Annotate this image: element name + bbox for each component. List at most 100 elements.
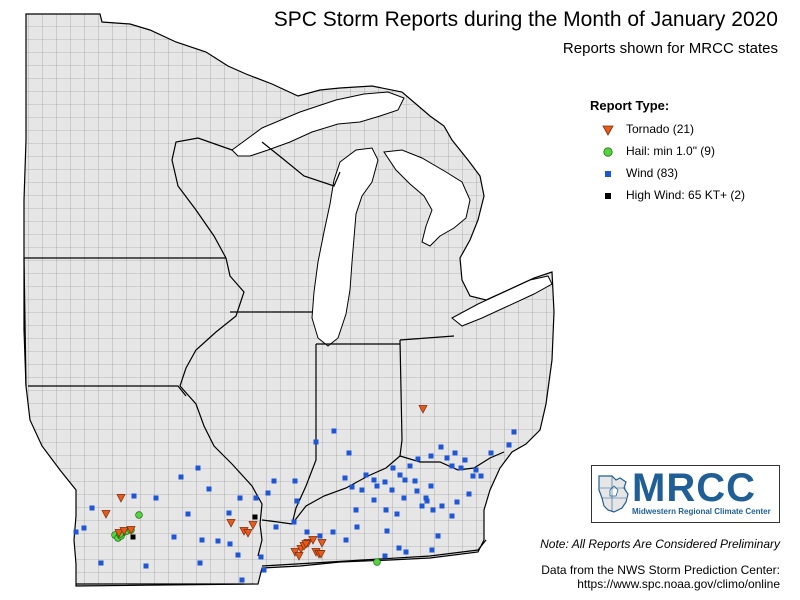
legend-item-high-wind: High Wind: 65 KT+ (2)	[602, 188, 800, 204]
border-in-ky	[291, 455, 401, 525]
wind-report-marker	[253, 495, 259, 501]
wind-report-marker	[424, 498, 430, 504]
wind-report-marker	[292, 478, 298, 484]
tornado-report-marker	[101, 510, 111, 519]
tornado-report-marker	[308, 536, 318, 545]
wind-report-marker	[291, 519, 297, 525]
wind-report-marker	[383, 507, 389, 513]
source-line-1: Data from the NWS Storm Prediction Cente…	[541, 563, 780, 577]
wind-report-marker	[197, 560, 203, 566]
wind-report-marker	[371, 497, 377, 503]
wind-report-marker	[470, 473, 476, 479]
wind-report-marker	[438, 444, 444, 450]
wind-report-marker	[239, 577, 245, 583]
hail-circle-icon	[603, 147, 613, 157]
wind-report-marker	[439, 503, 445, 509]
wind-report-marker	[371, 477, 377, 483]
wind-report-marker	[374, 483, 380, 489]
wind-report-marker	[199, 537, 205, 543]
wind-report-marker	[382, 553, 388, 559]
border-mi-oh	[399, 335, 455, 341]
wind-report-marker	[226, 510, 232, 516]
data-source: Data from the NWS Storm Prediction Cente…	[541, 563, 780, 591]
wind-report-marker	[343, 537, 349, 543]
mrcc-logo: MRCC Midwestern Regional Climate Center	[591, 465, 780, 523]
wind-report-marker	[273, 524, 279, 530]
wind-report-marker	[466, 491, 472, 497]
high-wind-square-icon	[605, 193, 611, 199]
high-wind-report-marker	[130, 534, 136, 540]
wind-report-marker	[396, 545, 402, 551]
hail-report-marker	[373, 558, 381, 566]
legend-label-tornado: Tornado (21)	[626, 122, 695, 136]
legend-label-wind: Wind (83)	[626, 166, 679, 180]
wind-report-marker	[402, 477, 408, 483]
wind-report-marker	[317, 533, 323, 539]
border-oh-ky	[399, 451, 505, 471]
legend-label-hail: Hail: min 1.0" (9)	[626, 144, 715, 158]
wind-report-marker	[449, 463, 455, 469]
wind-report-marker	[349, 484, 355, 490]
wind-report-marker	[415, 456, 421, 462]
border-west	[23, 257, 27, 387]
border-ia-il	[179, 257, 245, 387]
wind-report-marker	[430, 507, 436, 513]
wind-report-marker	[419, 503, 425, 509]
border-ky-tn	[261, 539, 487, 567]
wind-report-marker	[454, 499, 460, 505]
tornado-report-marker	[294, 552, 304, 561]
wind-report-marker	[452, 450, 458, 456]
tornado-report-marker	[119, 527, 129, 536]
wind-report-marker	[294, 498, 300, 504]
wind-report-marker	[185, 511, 191, 517]
wind-report-marker	[353, 507, 359, 513]
wind-report-marker	[403, 549, 409, 555]
legend-item-hail: Hail: min 1.0" (9)	[602, 144, 800, 160]
lake-superior	[231, 91, 405, 157]
wind-report-marker	[394, 511, 400, 517]
wind-report-marker	[407, 463, 413, 469]
wind-report-marker	[98, 560, 104, 566]
source-line-2: https://www.spc.noaa.gov/climo/online	[577, 577, 780, 591]
wind-report-marker	[511, 429, 517, 435]
wind-report-marker	[195, 465, 201, 471]
tornado-report-marker	[316, 550, 326, 559]
wind-report-marker	[428, 453, 434, 459]
tornado-report-marker	[418, 405, 428, 414]
tornado-report-marker	[243, 529, 253, 538]
wind-report-marker	[449, 513, 455, 519]
wind-report-marker	[429, 547, 435, 553]
wind-report-marker	[304, 529, 310, 535]
wind-report-marker	[354, 524, 360, 530]
tornado-report-marker	[301, 540, 311, 549]
lake-huron	[383, 149, 471, 247]
wind-report-marker	[258, 554, 264, 560]
tornado-report-marker	[114, 529, 124, 538]
wind-report-marker	[363, 472, 369, 478]
wind-report-marker	[81, 525, 87, 531]
border-wi-mi	[261, 141, 341, 187]
wind-report-marker	[346, 450, 352, 456]
border-mo-il	[179, 385, 263, 525]
wind-report-marker	[330, 529, 336, 535]
high-wind-report-marker	[252, 514, 258, 520]
map-subtitle: Reports shown for MRCC states	[562, 40, 778, 57]
tornado-report-marker	[317, 539, 327, 548]
legend-item-wind: Wind (83)	[602, 166, 800, 182]
wind-report-marker	[215, 538, 221, 544]
border-in-oh	[399, 339, 403, 457]
wind-report-marker	[423, 495, 429, 501]
wind-report-marker	[178, 474, 184, 480]
wind-report-marker	[390, 465, 396, 471]
wind-report-marker	[313, 439, 319, 445]
border-mo-ky	[257, 523, 263, 557]
state-borders	[23, 13, 555, 587]
border-il-ky	[261, 519, 293, 525]
wind-report-marker	[478, 473, 484, 479]
wind-report-marker	[506, 442, 512, 448]
tornado-report-marker	[248, 521, 258, 530]
legend-title: Report Type:	[590, 98, 670, 113]
wind-report-marker	[131, 493, 137, 499]
